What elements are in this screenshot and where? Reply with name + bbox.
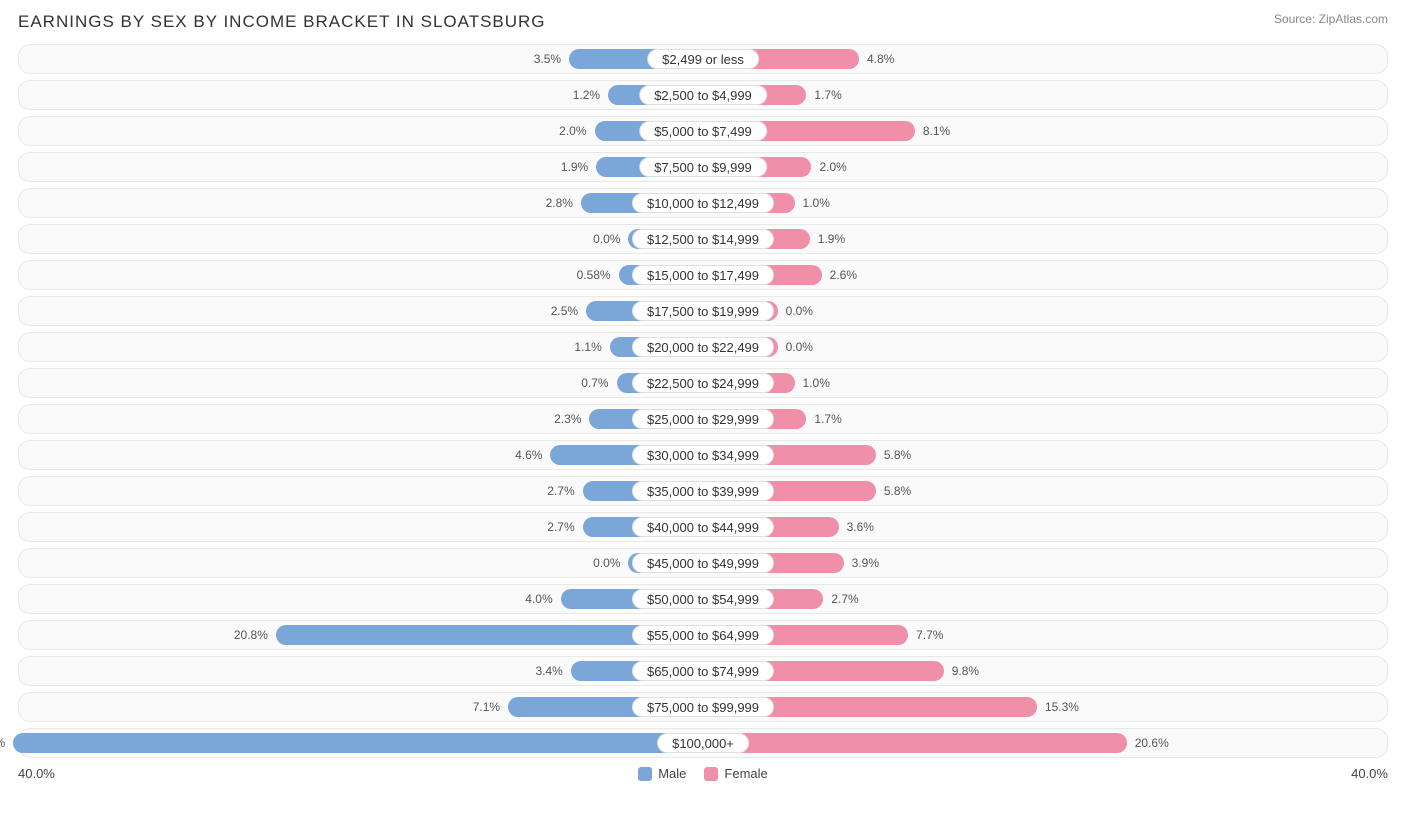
- bracket-label: $50,000 to $54,999: [632, 589, 774, 609]
- chart-row: 2.7% 3.6% $40,000 to $44,999: [18, 512, 1388, 542]
- bracket-label: $40,000 to $44,999: [632, 517, 774, 537]
- chart-row: 3.5% 4.8% $2,499 or less: [18, 44, 1388, 74]
- chart-row: 4.6% 5.8% $30,000 to $34,999: [18, 440, 1388, 470]
- bracket-label: $2,499 or less: [647, 49, 759, 69]
- female-value-label: 1.7%: [814, 85, 841, 105]
- bracket-label: $55,000 to $64,999: [632, 625, 774, 645]
- male-value-label: 2.7%: [547, 517, 574, 537]
- male-value-label: 0.58%: [577, 265, 611, 285]
- chart-row: 2.8% 1.0% $10,000 to $12,499: [18, 188, 1388, 218]
- male-value-label: 1.9%: [561, 157, 588, 177]
- male-value-label: 4.0%: [525, 589, 552, 609]
- source-attribution: Source: ZipAtlas.com: [1274, 12, 1388, 26]
- chart-row: 1.1% 0.0% $20,000 to $22,499: [18, 332, 1388, 362]
- bracket-label: $35,000 to $39,999: [632, 481, 774, 501]
- diverging-bar-chart: 3.5% 4.8% $2,499 or less 1.2% 1.7% $2,500 to …: [18, 44, 1388, 758]
- bracket-label: $15,000 to $17,499: [632, 265, 774, 285]
- male-value-label: 0.7%: [581, 373, 608, 393]
- bracket-label: $2,500 to $4,999: [639, 85, 767, 105]
- legend-item-female: Female: [704, 766, 767, 781]
- male-value-label: 0.0%: [593, 553, 620, 573]
- female-value-label: 5.8%: [884, 481, 911, 501]
- bracket-label: $22,500 to $24,999: [632, 373, 774, 393]
- female-swatch: [704, 767, 718, 781]
- female-value-label: 1.0%: [803, 193, 830, 213]
- female-value-label: 1.9%: [818, 229, 845, 249]
- female-value-label: 8.1%: [923, 121, 950, 141]
- chart-row: 36.3%20.6%$100,000+: [18, 728, 1388, 758]
- male-value-label: 4.6%: [515, 445, 542, 465]
- male-value-label: 2.0%: [559, 121, 586, 141]
- female-value-label: 3.9%: [852, 553, 879, 573]
- female-value-label: 9.8%: [952, 661, 979, 681]
- male-value-label: 2.8%: [546, 193, 573, 213]
- female-value-label: 5.8%: [884, 445, 911, 465]
- chart-row: 0.58% 2.6% $15,000 to $17,499: [18, 260, 1388, 290]
- legend-item-male: Male: [638, 766, 686, 781]
- chart-row: 0.0% 3.9% $45,000 to $49,999: [18, 548, 1388, 578]
- male-value-label: 2.5%: [551, 301, 578, 321]
- female-value-label: 2.6%: [830, 265, 857, 285]
- male-bar: [13, 733, 703, 753]
- female-value-label: 3.6%: [847, 517, 874, 537]
- chart-row: 20.8% 7.7% $55,000 to $64,999: [18, 620, 1388, 650]
- female-value-label: 0.0%: [786, 337, 813, 357]
- male-value-label: 20.8%: [234, 625, 268, 645]
- bracket-label: $7,500 to $9,999: [639, 157, 767, 177]
- female-bar: [703, 733, 1127, 753]
- bracket-label: $65,000 to $74,999: [632, 661, 774, 681]
- female-value-label: 4.8%: [867, 49, 894, 69]
- chart-row: 2.3% 1.7% $25,000 to $29,999: [18, 404, 1388, 434]
- male-value-label: 7.1%: [473, 697, 500, 717]
- legend: Male Female: [638, 766, 768, 781]
- male-value-label: 2.3%: [554, 409, 581, 429]
- female-value-label: 2.7%: [831, 589, 858, 609]
- chart-row: 4.0% 2.7% $50,000 to $54,999: [18, 584, 1388, 614]
- female-value-label: 20.6%: [1135, 733, 1169, 753]
- male-value-label: 36.3%: [0, 733, 5, 753]
- female-value-label: 1.7%: [814, 409, 841, 429]
- female-value-label: 2.0%: [819, 157, 846, 177]
- female-value-label: 1.0%: [803, 373, 830, 393]
- chart-row: 3.4% 9.8% $65,000 to $74,999: [18, 656, 1388, 686]
- chart-row: 2.0% 8.1% $5,000 to $7,499: [18, 116, 1388, 146]
- bracket-label: $20,000 to $22,499: [632, 337, 774, 357]
- chart-row: 1.2% 1.7% $2,500 to $4,999: [18, 80, 1388, 110]
- bracket-label: $10,000 to $12,499: [632, 193, 774, 213]
- chart-row: 0.7% 1.0% $22,500 to $24,999: [18, 368, 1388, 398]
- chart-row: 2.7% 5.8% $35,000 to $39,999: [18, 476, 1388, 506]
- bracket-label: $5,000 to $7,499: [639, 121, 767, 141]
- bracket-label: $45,000 to $49,999: [632, 553, 774, 573]
- bracket-label: $30,000 to $34,999: [632, 445, 774, 465]
- chart-title: EARNINGS BY SEX BY INCOME BRACKET IN SLO…: [18, 12, 546, 32]
- chart-row: 0.0% 1.9% $12,500 to $14,999: [18, 224, 1388, 254]
- female-value-label: 15.3%: [1045, 697, 1079, 717]
- bracket-label: $17,500 to $19,999: [632, 301, 774, 321]
- bracket-label: $100,000+: [657, 733, 749, 753]
- legend-label-male: Male: [658, 766, 686, 781]
- chart-row: 2.5% 0.0% $17,500 to $19,999: [18, 296, 1388, 326]
- bracket-label: $75,000 to $99,999: [632, 697, 774, 717]
- male-value-label: 1.2%: [573, 85, 600, 105]
- legend-label-female: Female: [724, 766, 767, 781]
- male-value-label: 1.1%: [574, 337, 601, 357]
- male-value-label: 3.5%: [534, 49, 561, 69]
- axis-left-max: 40.0%: [18, 766, 55, 781]
- female-value-label: 0.0%: [786, 301, 813, 321]
- male-value-label: 2.7%: [547, 481, 574, 501]
- bracket-label: $12,500 to $14,999: [632, 229, 774, 249]
- chart-row: 1.9% 2.0% $7,500 to $9,999: [18, 152, 1388, 182]
- male-value-label: 0.0%: [593, 229, 620, 249]
- male-swatch: [638, 767, 652, 781]
- male-value-label: 3.4%: [535, 661, 562, 681]
- axis-right-max: 40.0%: [1351, 766, 1388, 781]
- chart-row: 7.1% 15.3% $75,000 to $99,999: [18, 692, 1388, 722]
- female-value-label: 7.7%: [916, 625, 943, 645]
- bracket-label: $25,000 to $29,999: [632, 409, 774, 429]
